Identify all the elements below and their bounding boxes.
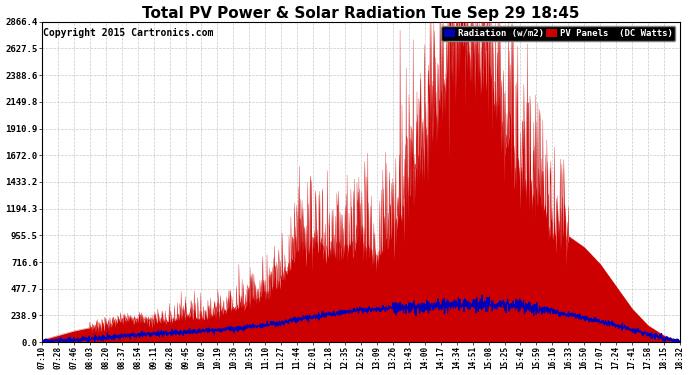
Legend: Radiation (w/m2), PV Panels  (DC Watts): Radiation (w/m2), PV Panels (DC Watts) [442,26,676,40]
Title: Total PV Power & Solar Radiation Tue Sep 29 18:45: Total PV Power & Solar Radiation Tue Sep… [142,6,580,21]
Text: Copyright 2015 Cartronics.com: Copyright 2015 Cartronics.com [43,28,213,38]
